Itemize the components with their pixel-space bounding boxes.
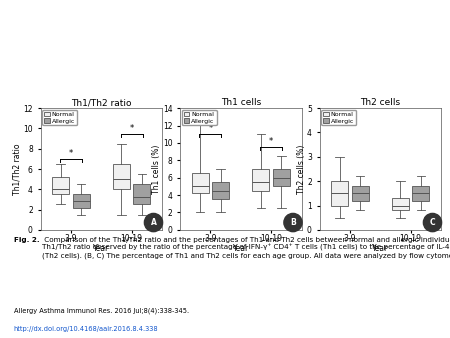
- Text: Fig. 2.: Fig. 2.: [14, 237, 39, 243]
- Legend: Normal, Allergic: Normal, Allergic: [42, 110, 77, 125]
- Legend: Normal, Allergic: Normal, Allergic: [182, 110, 216, 125]
- PathPatch shape: [192, 173, 208, 193]
- PathPatch shape: [252, 169, 269, 191]
- Text: C: C: [430, 218, 435, 227]
- Text: Comparison of the Th1/Th2 ratio and the percentages of Th1 and Th2 cells between: Comparison of the Th1/Th2 ratio and the …: [42, 237, 450, 259]
- PathPatch shape: [331, 181, 348, 206]
- Text: http://dx.doi.org/10.4168/aair.2016.8.4.338: http://dx.doi.org/10.4168/aair.2016.8.4.…: [14, 326, 158, 332]
- Text: A: A: [151, 218, 157, 227]
- PathPatch shape: [413, 186, 429, 201]
- Circle shape: [423, 213, 441, 232]
- PathPatch shape: [212, 182, 229, 199]
- PathPatch shape: [273, 169, 290, 186]
- PathPatch shape: [352, 186, 369, 201]
- Title: Th1/Th2 ratio: Th1/Th2 ratio: [71, 98, 131, 107]
- X-axis label: Year: Year: [233, 244, 249, 254]
- Text: *: *: [69, 149, 73, 158]
- X-axis label: Year: Year: [93, 244, 109, 254]
- Legend: Normal, Allergic: Normal, Allergic: [321, 110, 356, 125]
- Circle shape: [284, 213, 302, 232]
- PathPatch shape: [113, 164, 130, 189]
- Text: *: *: [130, 124, 134, 132]
- PathPatch shape: [73, 194, 90, 208]
- Circle shape: [144, 213, 162, 232]
- X-axis label: Year: Year: [372, 244, 388, 254]
- PathPatch shape: [134, 184, 150, 204]
- PathPatch shape: [392, 198, 409, 210]
- Text: Allergy Asthma Immunol Res. 2016 Jul;8(4):338-345.: Allergy Asthma Immunol Res. 2016 Jul;8(4…: [14, 308, 189, 314]
- Text: B: B: [290, 218, 296, 227]
- Title: Th2 cells: Th2 cells: [360, 98, 400, 107]
- Title: Th1 cells: Th1 cells: [220, 98, 261, 107]
- Text: *: *: [269, 137, 273, 146]
- PathPatch shape: [52, 177, 69, 194]
- Y-axis label: Th1 cells (%): Th1 cells (%): [153, 144, 162, 194]
- Text: *: *: [208, 124, 212, 133]
- Y-axis label: Th1/Th2 ratio: Th1/Th2 ratio: [13, 143, 22, 195]
- Y-axis label: Th2 cells (%): Th2 cells (%): [297, 144, 306, 194]
